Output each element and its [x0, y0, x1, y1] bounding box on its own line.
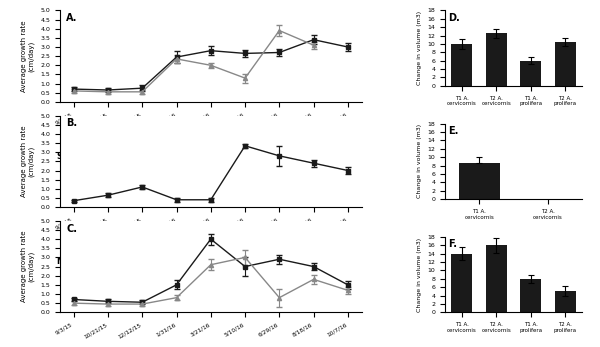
- Bar: [555, 42, 576, 86]
- Legend: A. cervicornis, A. prolifera: A. cervicornis, A. prolifera: [184, 145, 298, 155]
- Text: San Cristobal: San Cristobal: [57, 152, 120, 161]
- Y-axis label: Change in volume (m3): Change in volume (m3): [417, 237, 422, 312]
- Bar: [451, 254, 472, 312]
- Bar: [486, 245, 506, 312]
- Y-axis label: Change in volume (m3): Change in volume (m3): [417, 124, 422, 198]
- Bar: [458, 163, 500, 199]
- Y-axis label: Average growth rate
(cm/day): Average growth rate (cm/day): [22, 20, 35, 92]
- Bar: [520, 279, 541, 312]
- Legend: A. cervicornis: A. cervicornis: [210, 250, 272, 261]
- Y-axis label: Average growth rate
(cm/day): Average growth rate (cm/day): [22, 126, 35, 197]
- Y-axis label: Average growth rate
(cm/day): Average growth rate (cm/day): [22, 231, 35, 302]
- Text: Media Luna: Media Luna: [57, 257, 112, 266]
- Bar: [520, 61, 541, 86]
- Text: F.: F.: [448, 239, 457, 249]
- Bar: [555, 291, 576, 312]
- Text: E.: E.: [448, 126, 458, 136]
- Text: B.: B.: [66, 118, 77, 128]
- Bar: [451, 44, 472, 86]
- Text: C.: C.: [66, 223, 77, 234]
- Y-axis label: Change in volume (m3): Change in volume (m3): [417, 11, 422, 85]
- Bar: [486, 33, 506, 86]
- Text: D.: D.: [448, 13, 460, 23]
- Text: A.: A.: [66, 13, 77, 23]
